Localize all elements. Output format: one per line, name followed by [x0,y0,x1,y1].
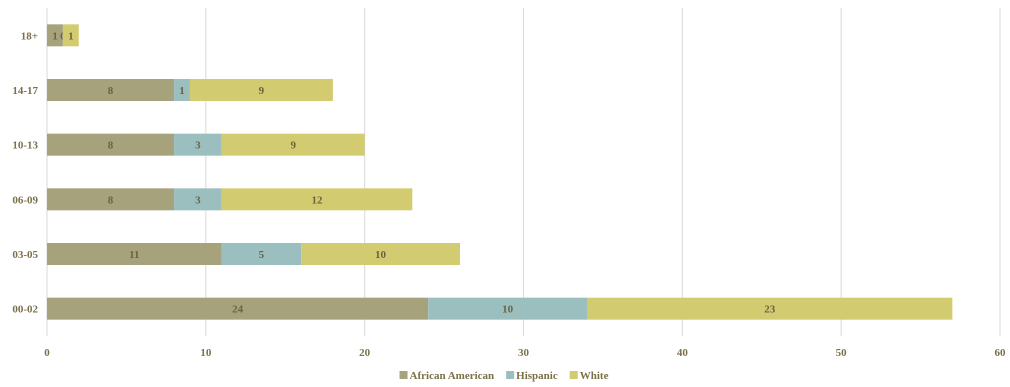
data-label: 24 [232,304,244,316]
x-tick-label: 50 [836,347,848,359]
legend-swatch [399,371,408,379]
data-label: 1 [52,30,58,42]
bar-segment-hispanic [174,79,190,101]
x-tick-label: 0 [44,347,50,359]
legend-swatch [506,371,515,379]
category-axis-labels: 00-02 03-05 06-09 10-13 14-17 18+ [12,30,38,315]
legend-label: White [580,370,609,382]
bar-segment-african-american [47,297,429,320]
bar-segment-hispanic [428,297,588,320]
bar-segment-white [221,133,365,156]
legend-swatch [569,371,578,379]
x-tick-label: 60 [995,347,1007,359]
y-tick-label: 06-09 [12,194,38,206]
bar-segment-african-american [47,133,175,156]
data-label: 10 [502,304,514,316]
x-tick-label: 20 [359,347,371,359]
bar-segment-hispanic [174,133,222,156]
data-label: 3 [195,194,201,206]
data-label: 5 [259,249,265,261]
y-tick-label: 10-13 [12,140,38,152]
y-tick-label: 14-17 [12,85,38,97]
y-tick-label: 18+ [21,30,38,42]
data-label: 23 [764,304,776,316]
bar-series: 241023115108312839819101 [47,24,953,320]
bar-segment-white [301,243,460,265]
legend: African American Hispanic White [399,370,609,382]
bar-segment-white [587,297,953,320]
data-label: 10 [375,249,387,261]
data-label: 8 [108,194,114,206]
y-tick-label: 03-05 [12,249,38,261]
legend-label: African American [410,370,495,382]
data-label: 1 [68,30,74,42]
data-label: 8 [108,140,114,152]
x-tick-label: 40 [677,347,689,359]
data-label: 8 [108,85,114,97]
bar-segment-african-american [47,188,175,211]
data-label: 11 [129,249,139,261]
x-tick-label: 30 [518,347,530,359]
data-label: 9 [259,85,265,97]
bar-segment-white [189,79,333,101]
bar-segment-african-american [47,79,175,101]
bar-segment-hispanic [174,188,222,211]
data-label: 1 [179,85,185,97]
x-tick-label: 10 [200,347,212,359]
bar-segment-african-american [47,243,222,265]
data-label: 3 [195,140,201,152]
bar-segment-african-american [47,24,63,47]
bar-segment-hispanic [221,243,302,265]
data-label: 12 [312,194,324,206]
legend-label: Hispanic [516,370,558,382]
data-label: 9 [290,140,296,152]
gridlines [46,8,1001,336]
value-axis-labels: 0 10 20 30 40 50 60 [44,347,1006,359]
bar-segment-white [62,24,79,47]
bar-segment-white [221,188,413,211]
y-tick-label: 00-02 [12,304,38,316]
